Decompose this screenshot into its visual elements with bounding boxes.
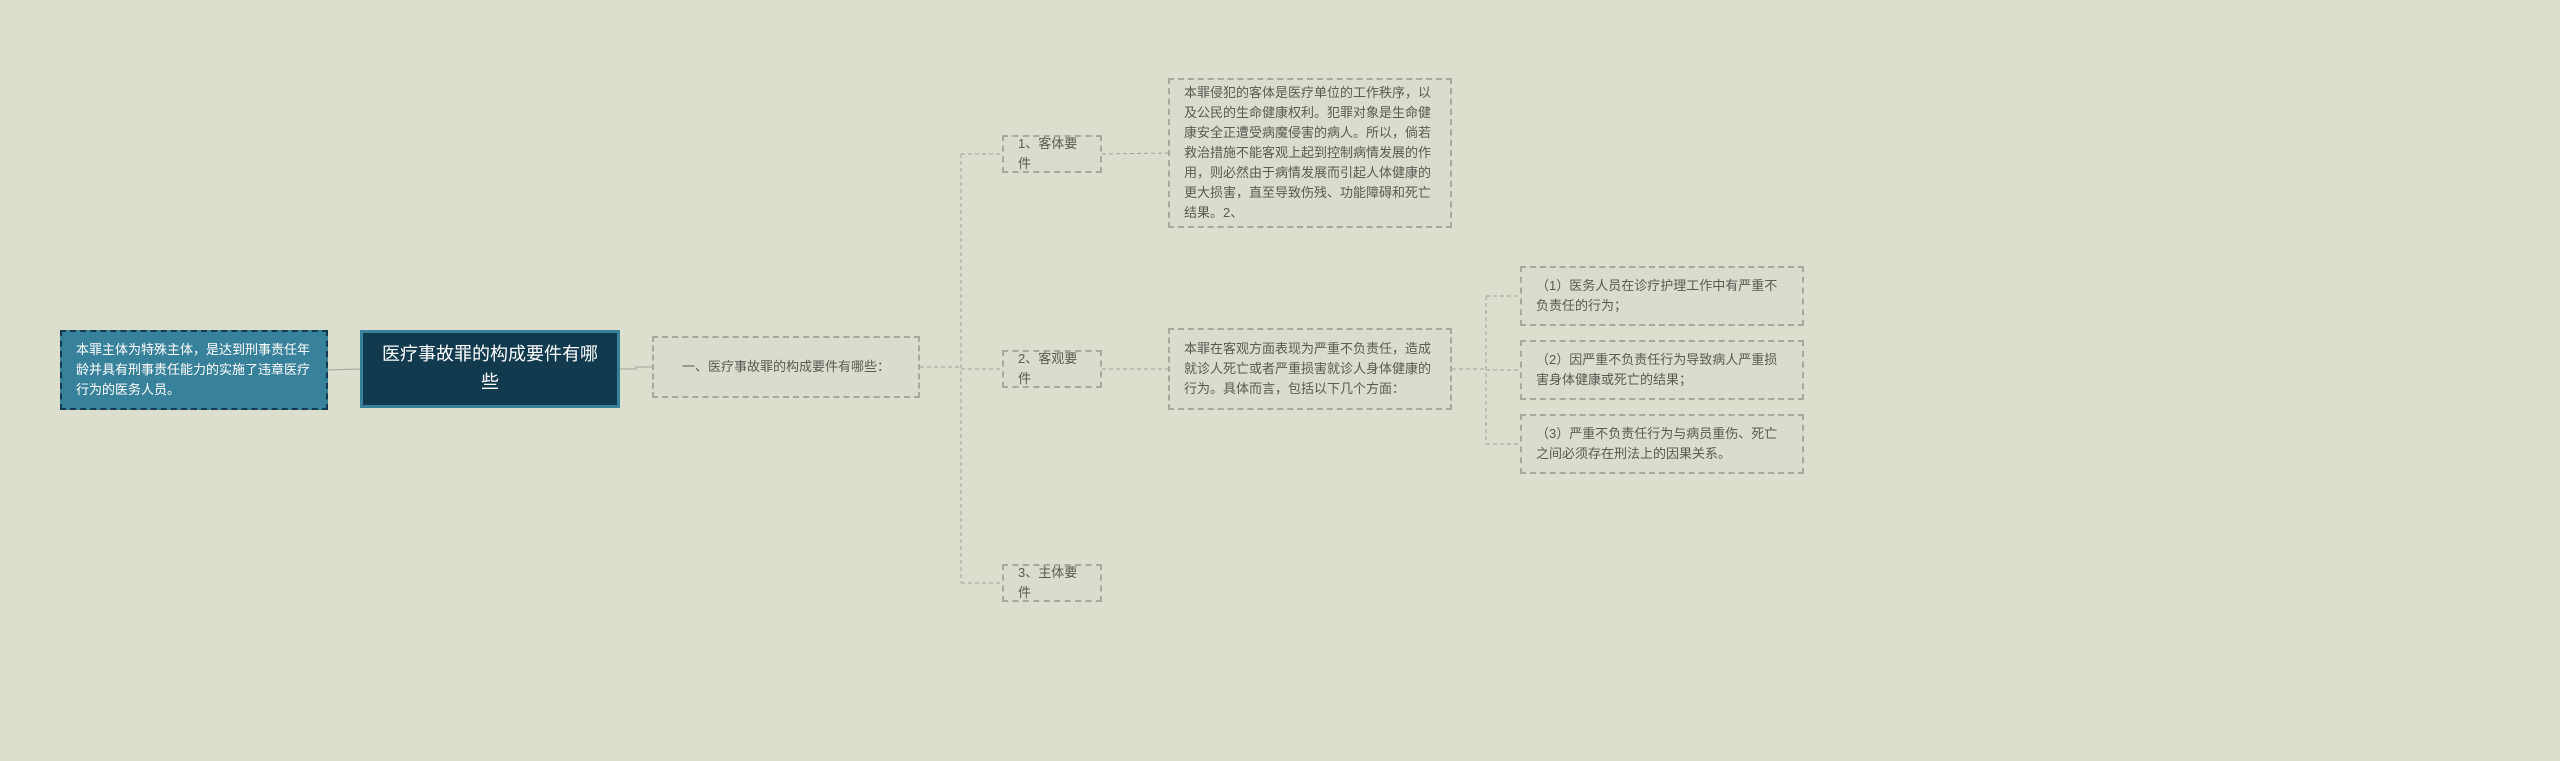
node-n2_c1: （1）医务人员在诊疗护理工作中有严重不负责任的行为； (1520, 266, 1804, 326)
node-left_subject: 本罪主体为特殊主体，是达到刑事责任年龄并具有刑事责任能力的实施了违章医疗行为的医… (60, 330, 328, 410)
node-n3: 3、主体要件 (1002, 564, 1102, 602)
node-n1: 1、客体要件 (1002, 135, 1102, 173)
node-n1_detail: 本罪侵犯的客体是医疗单位的工作秩序，以及公民的生命健康权利。犯罪对象是生命健康安… (1168, 78, 1452, 228)
node-root: 医疗事故罪的构成要件有哪些 (360, 330, 620, 408)
mindmap-canvas: 本罪主体为特殊主体，是达到刑事责任年龄并具有刑事责任能力的实施了违章医疗行为的医… (0, 0, 2560, 761)
node-n2_c2: （2）因严重不负责任行为导致病人严重损害身体健康或死亡的结果； (1520, 340, 1804, 400)
node-n2: 2、客观要件 (1002, 350, 1102, 388)
node-n2_c3: （3）严重不负责任行为与病员重伤、死亡之间必须存在刑法上的因果关系。 (1520, 414, 1804, 474)
node-section1: 一、医疗事故罪的构成要件有哪些： (652, 336, 920, 398)
node-n2_detail: 本罪在客观方面表现为严重不负责任，造成就诊人死亡或者严重损害就诊人身体健康的行为… (1168, 328, 1452, 410)
